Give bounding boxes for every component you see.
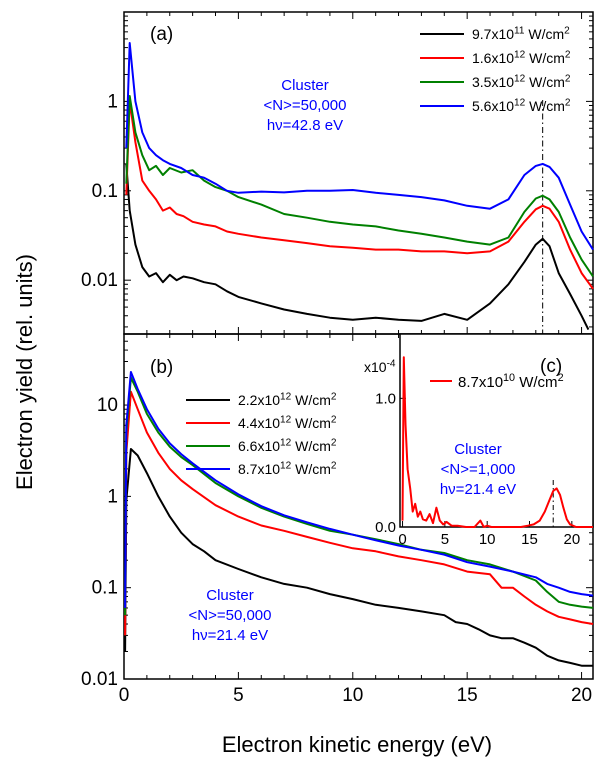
- y-tick-label: 10: [97, 395, 118, 416]
- series-line-1: [124, 448, 593, 667]
- legend-label-4: 8.7x1012 W/cm2: [238, 460, 337, 477]
- series-line-3: [125, 95, 594, 278]
- x-tick-label: 20: [563, 531, 580, 548]
- y-tick-label: 0.1: [92, 578, 118, 599]
- x-tick-label: 15: [457, 685, 478, 706]
- series-line-4: [125, 42, 594, 251]
- x-tick-label: 0: [398, 531, 406, 548]
- x-tick-label: 5: [233, 685, 244, 706]
- x-tick-label: 10: [342, 685, 363, 706]
- series-line-2: [124, 390, 594, 636]
- x-axis-label: Electron kinetic energy (eV): [222, 732, 492, 757]
- legend-label-1: 2.2x1012 W/cm2: [238, 391, 337, 408]
- legend-label-2: 4.4x1012 W/cm2: [238, 414, 337, 431]
- x-tick-label: 20: [571, 685, 592, 706]
- panel-a-chart: 0.01 0.1 1 (a) 9.7x1011 W/cm2 1.6x1012 W/cm2 3…: [81, 11, 594, 335]
- panel-c-inset-chart: 0 5 10 15 20 0.0 1.0 x10-4 8.7x1010 W/cm2(c) Clus…: [364, 333, 594, 548]
- legend-label-2: 1.6x1012 W/cm2: [472, 49, 571, 66]
- y-tick-label: 0.01: [81, 669, 118, 690]
- y-tick-label: 1: [107, 91, 118, 112]
- panel-label: (a): [150, 24, 173, 45]
- y-tick-label: 1.0: [375, 390, 396, 407]
- y-tick-label: 1: [107, 486, 118, 507]
- series-line-2: [125, 100, 594, 290]
- inset-frame: [399, 333, 594, 528]
- y-tick-label: 0.0: [375, 519, 396, 536]
- x-tick-label: 0: [119, 685, 130, 706]
- annotation-line-1: Cluster: [281, 77, 329, 94]
- series-line-4: [124, 371, 594, 608]
- panel-label: (c): [540, 356, 562, 377]
- y-tick-label: 0.1: [92, 181, 118, 202]
- y-axis-label: Electron yield (rel. units): [12, 254, 37, 490]
- annotation-line-3: hν=21.4 eV: [192, 627, 268, 644]
- y-multiplier-label: x10-4: [364, 358, 396, 375]
- annotation-line-2: <N>=50,000: [264, 97, 347, 114]
- series-line-1: [125, 163, 590, 331]
- series-line-1: [401, 356, 593, 528]
- annotation-line-2: <N>=1,000: [441, 461, 516, 478]
- x-tick-label: 15: [521, 531, 538, 548]
- annotation-line-3: hν=21.4 eV: [440, 481, 516, 498]
- annotation-line-3: hν=42.8 eV: [267, 117, 343, 134]
- x-tick-label: 5: [441, 531, 449, 548]
- y-tick-label: 0.01: [81, 270, 118, 291]
- x-tick-label: 10: [479, 531, 496, 548]
- panel-label: (b): [150, 357, 173, 378]
- legend-label-1: 8.7x1010 W/cm2: [458, 372, 564, 391]
- series-line-3: [124, 376, 594, 616]
- annotation-line-2: <N>=50,000: [189, 607, 272, 624]
- legend-label-3: 6.6x1012 W/cm2: [238, 437, 337, 454]
- annotation-line-1: Cluster: [454, 441, 502, 458]
- legend-label-4: 5.6x1012 W/cm2: [472, 97, 571, 114]
- legend-label-1: 9.7x1011 W/cm2: [472, 25, 570, 42]
- annotation-line-1: Cluster: [206, 587, 254, 604]
- legend-label-3: 3.5x1012 W/cm2: [472, 73, 571, 90]
